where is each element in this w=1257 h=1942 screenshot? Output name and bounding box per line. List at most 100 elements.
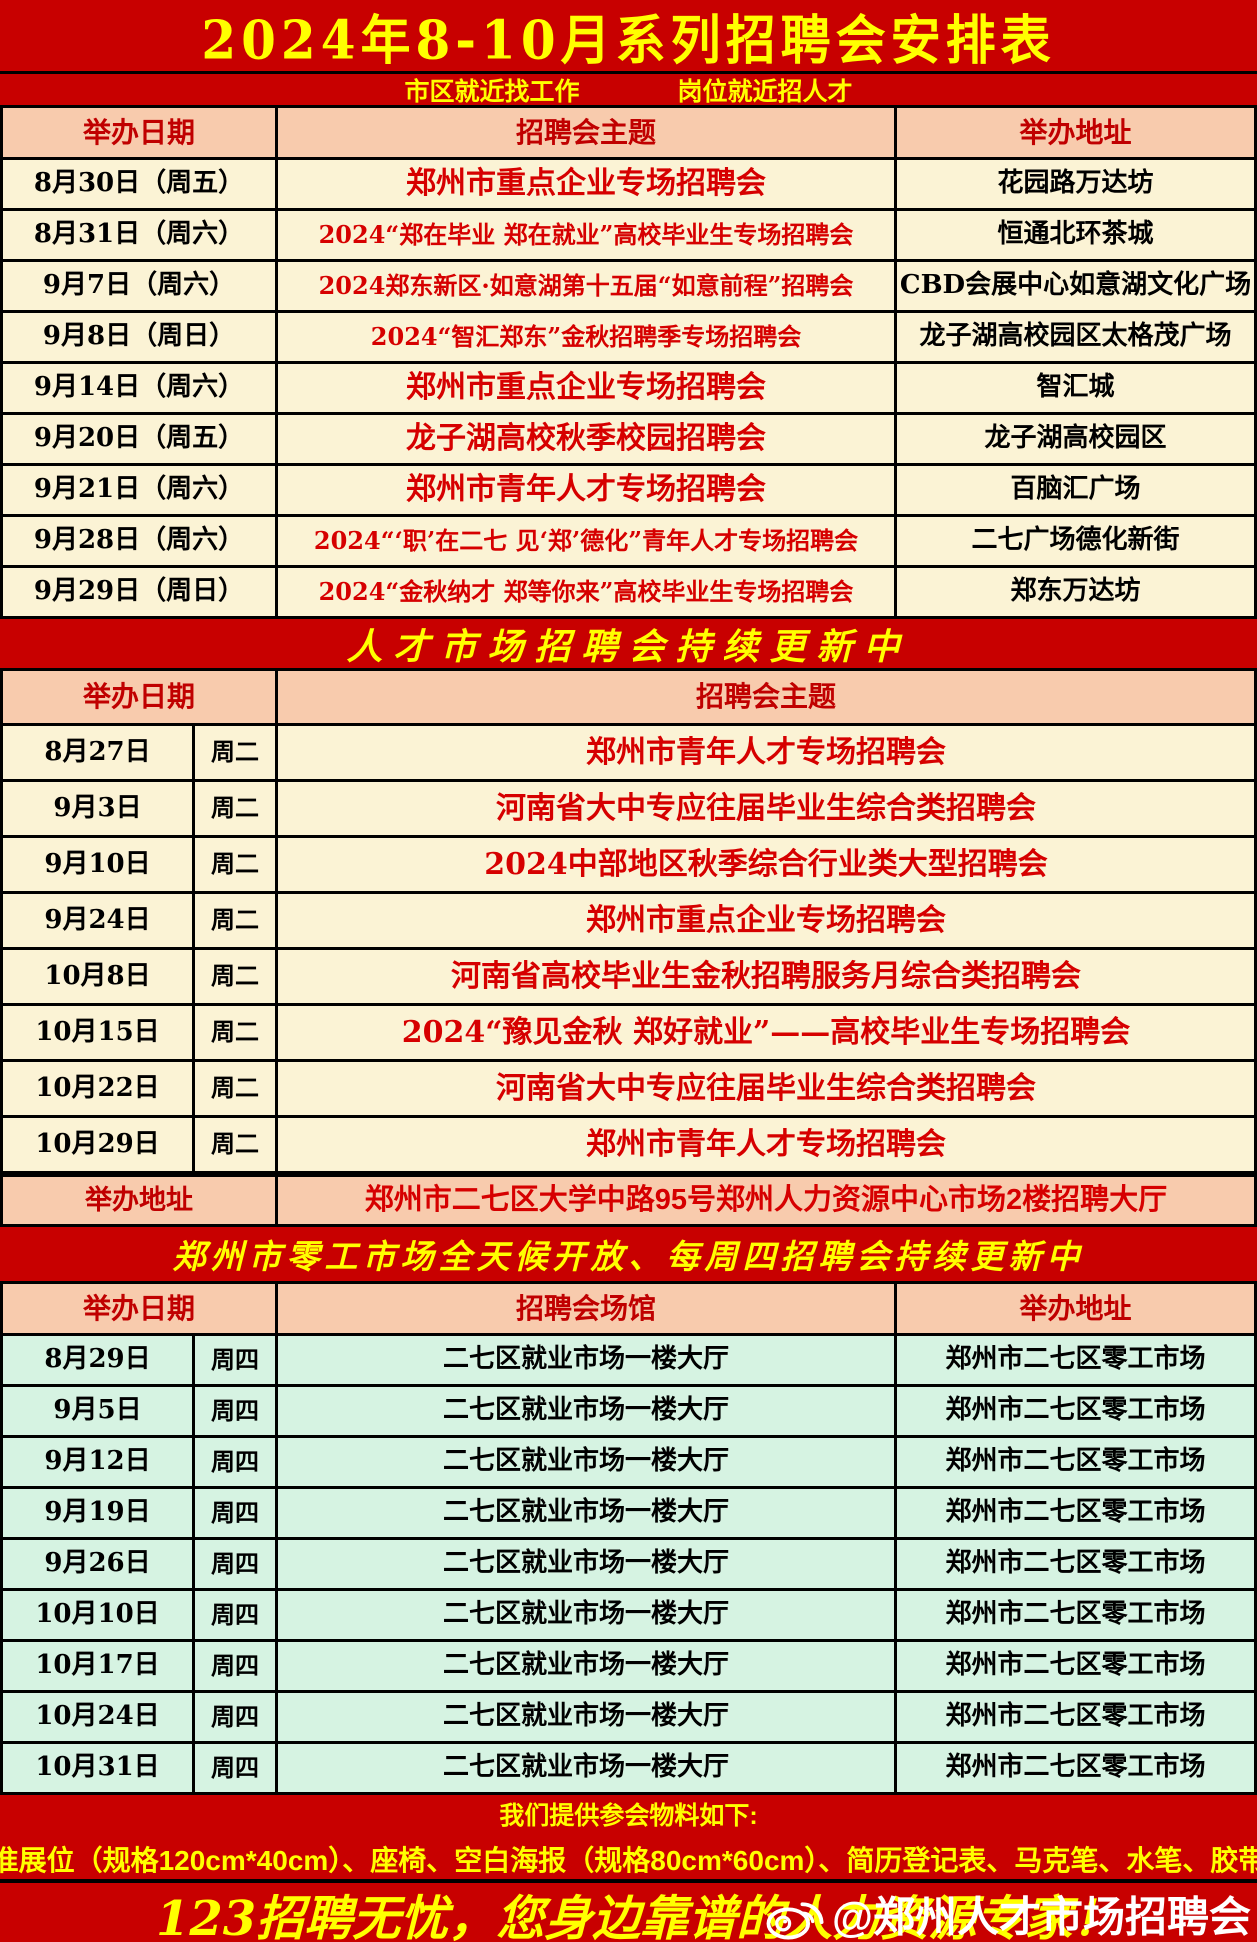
subtitle-band: 市区就近找工作 岗位就近招人才 [0, 74, 1257, 106]
materials-list: 标准展位（规格120cm*40cm）、座椅、空白海报（规格80cm*60cm）、… [0, 1844, 1257, 1876]
event-theme: 2024“金秋纳才 郑等你来”高校毕业生专场招聘会 [278, 568, 894, 616]
event-date: 8月27日 [3, 726, 192, 779]
address-value: 郑州市二七区大学中路95号郑州人力资源中心市场2楼招聘大厅 [278, 1177, 1254, 1224]
event-address: 恒通北环茶城 [897, 211, 1254, 259]
event-date: 9月21日（周六） [3, 466, 275, 514]
event-venue: 二七区就业市场一楼大厅 [278, 1336, 894, 1384]
event-date: 9月5日 [3, 1387, 192, 1435]
event-weekday: 周四 [195, 1693, 275, 1741]
event-date: 10月15日 [3, 1006, 192, 1059]
event-weekday: 周四 [195, 1540, 275, 1588]
watermark-text: @郑州人才市场招聘会 [832, 1893, 1251, 1941]
event-address: 百脑汇广场 [897, 466, 1254, 514]
event-date: 9月19日 [3, 1489, 192, 1537]
column-header-theme: 招聘会主题 [278, 108, 894, 157]
schedule-table-main: 举办日期 招聘会主题 举办地址 8月30日（周五） 郑州市重点企业专场招聘会 花园路… [0, 105, 1257, 619]
subtitle-right: 岗位就近招人才 [677, 77, 853, 106]
event-date: 9月29日（周日） [3, 568, 275, 616]
event-address: 郑州市二七区零工市场 [897, 1336, 1254, 1384]
column-header-theme: 招聘会主题 [278, 671, 1254, 723]
event-weekday: 周四 [195, 1336, 275, 1384]
event-address: 郑州市二七区零工市场 [897, 1387, 1254, 1435]
event-date: 9月7日（周六） [3, 262, 275, 310]
event-date: 9月28日（周六） [3, 517, 275, 565]
event-theme: 龙子湖高校秋季校园招聘会 [278, 415, 894, 463]
schedule-table-talent-market: 举办日期 招聘会主题 8月27日 周二 郑州市青年人才专场招聘会 9月3日 周二 河南省大… [0, 668, 1257, 1174]
event-venue: 二七区就业市场一楼大厅 [278, 1591, 894, 1639]
event-weekday: 周二 [195, 726, 275, 779]
event-date: 8月31日（周六） [3, 211, 275, 259]
schedule-table-gig-market: 举办日期 招聘会场馆 举办地址 8月29日 周四 二七区就业市场一楼大厅 郑州市二七区… [0, 1281, 1257, 1795]
event-theme: 2024“‘职’在二七 见‘郑’德化”青年人才专场招聘会 [278, 517, 894, 565]
event-weekday: 周二 [195, 838, 275, 891]
event-date: 9月10日 [3, 838, 192, 891]
event-weekday: 周二 [195, 1062, 275, 1115]
event-theme: 2024郑东新区·如意湖第十五届“如意前程”招聘会 [278, 262, 894, 310]
event-date: 10月8日 [3, 950, 192, 1003]
title-band: 2024年8-10月系列招聘会安排表 [0, 0, 1257, 71]
event-theme: 郑州市重点企业专场招聘会 [278, 364, 894, 412]
event-weekday: 周二 [195, 782, 275, 835]
event-date: 9月14日（周六） [3, 364, 275, 412]
event-date: 10月31日 [3, 1744, 192, 1792]
banner-talent-market: 人才市场招聘会持续更新中 [346, 625, 911, 668]
event-date: 8月30日（周五） [3, 160, 275, 208]
event-venue: 二七区就业市场一楼大厅 [278, 1744, 894, 1792]
event-venue: 二七区就业市场一楼大厅 [278, 1693, 894, 1741]
event-venue: 二七区就业市场一楼大厅 [278, 1387, 894, 1435]
column-header-address: 举办地址 [897, 108, 1254, 157]
banner-gig-market: 郑州市零工市场全天候开放、每周四招聘会持续更新中 [172, 1237, 1085, 1276]
event-address: 二七广场德化新街 [897, 517, 1254, 565]
event-venue: 二七区就业市场一楼大厅 [278, 1540, 894, 1588]
venue-address-row: 举办地址 郑州市二七区大学中路95号郑州人力资源中心市场2楼招聘大厅 [0, 1174, 1257, 1227]
event-date: 10月29日 [3, 1118, 192, 1171]
materials-section: 我们提供参会物料如下: 标准展位（规格120cm*40cm）、座椅、空白海报（规… [0, 1795, 1257, 1879]
event-date: 10月24日 [3, 1693, 192, 1741]
divider-line [0, 71, 1257, 74]
event-weekday: 周四 [195, 1642, 275, 1690]
event-theme: 2024“豫见金秋 郑好就业”——高校毕业生专场招聘会 [278, 1006, 1254, 1059]
column-header-date: 举办日期 [3, 108, 275, 157]
event-venue: 二七区就业市场一楼大厅 [278, 1489, 894, 1537]
event-date: 8月29日 [3, 1336, 192, 1384]
event-date: 9月12日 [3, 1438, 192, 1486]
event-address: 花园路万达坊 [897, 160, 1254, 208]
event-theme: 河南省高校毕业生金秋招聘服务月综合类招聘会 [278, 950, 1254, 1003]
event-theme: 郑州市重点企业专场招聘会 [278, 160, 894, 208]
event-date: 9月26日 [3, 1540, 192, 1588]
event-theme: 2024“智汇郑东”金秋招聘季专场招聘会 [278, 313, 894, 361]
event-date: 10月22日 [3, 1062, 192, 1115]
event-theme: 郑州市青年人才专场招聘会 [278, 1118, 1254, 1171]
event-address: 郑州市二七区零工市场 [897, 1438, 1254, 1486]
event-date: 9月8日（周日） [3, 313, 275, 361]
event-theme: 郑州市青年人才专场招聘会 [278, 466, 894, 514]
materials-title: 我们提供参会物料如下: [499, 1801, 758, 1830]
column-header-date: 举办日期 [3, 671, 275, 723]
event-date: 9月24日 [3, 894, 192, 947]
event-address: 智汇城 [897, 364, 1254, 412]
subtitle-left: 市区就近找工作 [404, 77, 580, 106]
event-date: 10月17日 [3, 1642, 192, 1690]
event-address: 郑州市二七区零工市场 [897, 1591, 1254, 1639]
event-address: 龙子湖高校园区 [897, 415, 1254, 463]
event-weekday: 周二 [195, 1118, 275, 1171]
event-theme: 2024中部地区秋季综合行业类大型招聘会 [278, 838, 1254, 891]
slogan-text: 123招聘无忧，您身边靠谱的人力资源专家！ [156, 1891, 1121, 1942]
event-address: 郑州市二七区零工市场 [897, 1744, 1254, 1792]
column-header-date: 举办日期 [3, 1284, 275, 1333]
divider-line [0, 1879, 1257, 1883]
event-weekday: 周四 [195, 1489, 275, 1537]
event-theme: 郑州市青年人才专场招聘会 [278, 726, 1254, 779]
event-address: 郑州市二七区零工市场 [897, 1642, 1254, 1690]
event-address: 郑州市二七区零工市场 [897, 1489, 1254, 1537]
event-theme: 2024“郑在毕业 郑在就业”高校毕业生专场招聘会 [278, 211, 894, 259]
event-weekday: 周四 [195, 1744, 275, 1792]
event-weekday: 周四 [195, 1387, 275, 1435]
event-date: 9月20日（周五） [3, 415, 275, 463]
event-address: 龙子湖高校园区太格茂广场 [897, 313, 1254, 361]
event-address: 郑州市二七区零工市场 [897, 1540, 1254, 1588]
event-weekday: 周四 [195, 1438, 275, 1486]
event-address: CBD会展中心如意湖文化广场 [897, 262, 1254, 310]
event-venue: 二七区就业市场一楼大厅 [278, 1438, 894, 1486]
